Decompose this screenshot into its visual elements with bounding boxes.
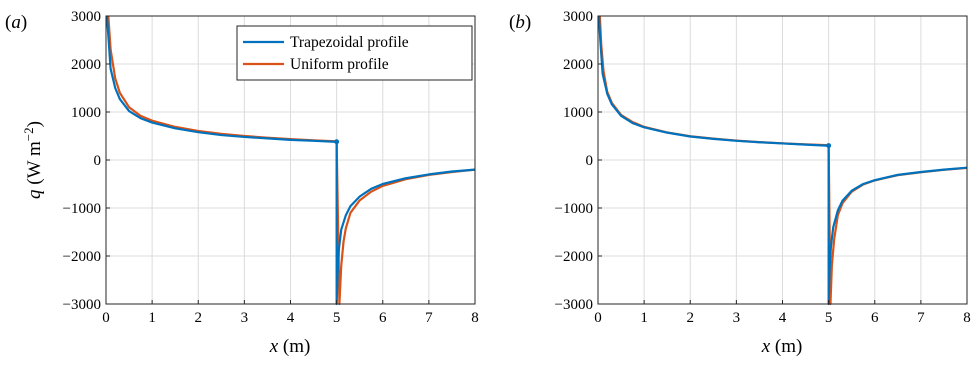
y-axis-label-a: q (W m−2) — [21, 121, 45, 199]
legend-label-uniform: Uniform profile — [290, 56, 389, 73]
panel-b: 0 1 2 3 4 5 6 7 8 −3000 −2000 −1000 0 1000 2000 3000 (b… — [509, 9, 971, 357]
y-tick-label: 0 — [586, 153, 594, 169]
y-tick-label: −3000 — [555, 297, 593, 313]
y-tick-label: 3000 — [563, 9, 593, 25]
x-tick-label: 2 — [687, 310, 695, 326]
y-tick-label: −3000 — [63, 297, 101, 313]
y-tick-label: 3000 — [71, 9, 101, 25]
x-tick-label: 3 — [733, 310, 741, 326]
x-tick-label: 0 — [594, 310, 602, 326]
x-tick-label: 8 — [471, 310, 479, 326]
x-tick-label: 6 — [379, 310, 387, 326]
y-tick-label: 1000 — [563, 105, 593, 121]
y-tick-label: 2000 — [563, 57, 593, 73]
legend-box — [236, 25, 473, 81]
y-tick-label: −1000 — [555, 201, 593, 217]
x-axis-label-a: x (m) — [269, 336, 311, 357]
x-tick-label: 4 — [287, 310, 295, 326]
panel-label-a: (a) — [5, 12, 27, 33]
x-tick-label: 3 — [241, 310, 249, 326]
series-a — [105, 15, 476, 306]
x-tick-label: 4 — [779, 310, 787, 326]
y-tick-label: 0 — [94, 153, 102, 169]
panel-a: 0 1 2 3 4 5 6 7 8 −3000 −2000 −1000 0 1000 2000 3000 (a… — [5, 9, 479, 357]
x-tick-label: 5 — [825, 310, 833, 326]
panel-label-b: (b) — [509, 12, 531, 33]
x-tick-label: 0 — [102, 310, 110, 326]
series-b — [597, 15, 968, 306]
x-axis-label-b: x (m) — [761, 336, 803, 357]
ticks-b: 0 1 2 3 4 5 6 7 8 −3000 −2000 −1000 0 1000 2000 3000 — [555, 9, 971, 326]
x-tick-label: 7 — [917, 310, 925, 326]
y-tick-label: 2000 — [71, 57, 101, 73]
x-tick-label: 8 — [963, 310, 971, 326]
x-tick-label: 7 — [425, 310, 433, 326]
y-tick-label: −1000 — [63, 201, 101, 217]
x-tick-label: 2 — [195, 310, 203, 326]
discontinuity-marker — [334, 139, 340, 145]
series-line-trapezoidal — [105, 15, 476, 306]
discontinuity-marker — [826, 143, 832, 149]
x-tick-label: 1 — [640, 310, 648, 326]
y-tick-label: −2000 — [63, 249, 101, 265]
x-tick-label: 6 — [871, 310, 879, 326]
series-line-trapezoidal — [597, 15, 968, 306]
ticks-a: 0 1 2 3 4 5 6 7 8 −3000 −2000 −1000 0 1000 2000 3000 — [63, 9, 479, 326]
x-tick-label: 5 — [333, 310, 341, 326]
y-tick-label: 1000 — [71, 105, 101, 121]
x-tick-label: 1 — [148, 310, 156, 326]
legend-label-trapezoidal: Trapezoidal profile — [290, 34, 409, 51]
legend: Trapezoidal profile Uniform profile — [236, 25, 473, 81]
y-tick-label: −2000 — [555, 249, 593, 265]
